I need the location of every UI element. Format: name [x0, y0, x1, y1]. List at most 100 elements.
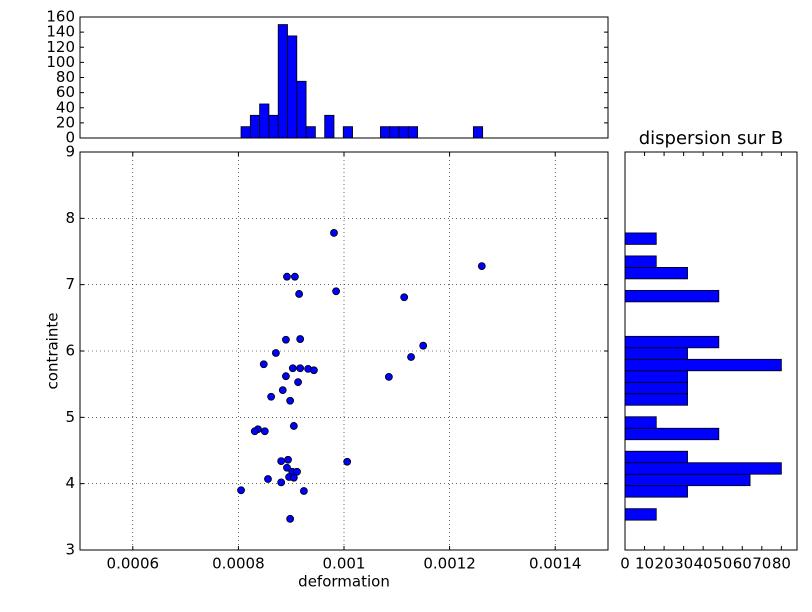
point: [293, 467, 301, 476]
axes-frame: [624, 151, 798, 551]
bar: [624, 255, 657, 268]
bar: [624, 508, 657, 521]
point: [295, 290, 304, 298]
point: [289, 422, 298, 430]
y-axis-label: contrainte: [44, 313, 62, 390]
point: [477, 262, 486, 270]
point: [260, 427, 269, 436]
point: [332, 287, 340, 296]
point: [277, 478, 286, 487]
y-tick-label: 40: [56, 98, 75, 116]
bar: [624, 232, 657, 245]
bar: [624, 485, 688, 498]
bar: [624, 450, 688, 464]
point: [237, 486, 245, 495]
bar: [249, 114, 261, 139]
bar: [624, 289, 720, 303]
y-tick-label: 80: [56, 68, 75, 86]
y-tick-label: 0: [65, 129, 75, 147]
bar: [324, 114, 335, 139]
y-tick-label: 7: [65, 275, 75, 293]
point: [283, 272, 291, 281]
bar: [624, 427, 720, 441]
bar: [624, 266, 688, 280]
point: [267, 392, 276, 401]
bar: [624, 347, 688, 360]
point: [299, 487, 308, 495]
point: [289, 473, 298, 482]
x-tick-label: 0: [620, 555, 630, 573]
point: [290, 272, 299, 281]
x-tick-label: 0.0012: [423, 555, 476, 573]
bar: [624, 381, 688, 395]
point: [259, 360, 268, 369]
y-tick-label: 5: [65, 408, 75, 426]
point: [264, 475, 272, 483]
y-tick-label: 8: [65, 209, 75, 227]
y-tick-label: 3: [65, 541, 75, 559]
y-tick-label: 140: [46, 23, 75, 41]
bar: [268, 114, 279, 139]
bar: [380, 126, 391, 139]
point: [277, 457, 286, 466]
x-tick-label: 0.0006: [107, 555, 160, 573]
point: [294, 378, 302, 387]
point: [296, 335, 305, 343]
y-tick-label: 160: [46, 8, 75, 26]
x-tick-label: 80: [772, 555, 791, 573]
bar: [624, 462, 782, 475]
point: [310, 366, 318, 375]
axes-frame: [79, 151, 609, 551]
x-axis-label: deformation: [298, 573, 390, 591]
bar: [624, 370, 688, 383]
bar: [389, 126, 400, 139]
point: [330, 229, 338, 237]
point: [250, 427, 259, 436]
bar: [472, 126, 484, 139]
x-tick-label: 0.0014: [529, 555, 582, 573]
point: [284, 455, 292, 464]
point: [283, 463, 291, 472]
bar: [259, 103, 270, 139]
point: [407, 353, 415, 361]
point: [286, 396, 295, 405]
chart-title: dispersion sur B: [639, 128, 783, 149]
bar: [305, 126, 316, 139]
bar: [624, 358, 782, 372]
bar: [287, 35, 298, 139]
x-tick-label: 0.0008: [212, 555, 265, 573]
point: [271, 349, 280, 357]
x-tick-label: 70: [752, 555, 771, 573]
bar: [624, 416, 657, 429]
point: [278, 386, 287, 395]
x-tick-label: 10: [635, 555, 654, 573]
y-tick-label: 20: [56, 113, 75, 131]
x-tick-label: 0.001: [323, 555, 366, 573]
x-tick-label: 40: [694, 555, 713, 573]
point: [419, 341, 428, 350]
x-tick-label: 50: [713, 555, 732, 573]
point: [282, 335, 290, 344]
y-tick-label: 6: [65, 342, 75, 360]
point: [384, 372, 393, 381]
x-tick-label: 20: [655, 555, 674, 573]
point: [296, 364, 305, 373]
bar: [277, 24, 288, 139]
point: [288, 364, 297, 373]
bar: [296, 80, 307, 139]
point: [343, 457, 352, 466]
x-tick-label: 30: [674, 555, 693, 573]
bar: [624, 473, 751, 487]
point: [282, 372, 290, 381]
point: [286, 514, 295, 523]
point: [400, 293, 409, 302]
bar: [407, 126, 419, 139]
y-tick-label: 4: [65, 474, 75, 492]
bar: [624, 393, 688, 406]
y-tick-label: 60: [56, 83, 75, 101]
bar: [342, 126, 353, 139]
bar: [624, 335, 720, 349]
y-tick-label: 9: [65, 143, 75, 161]
